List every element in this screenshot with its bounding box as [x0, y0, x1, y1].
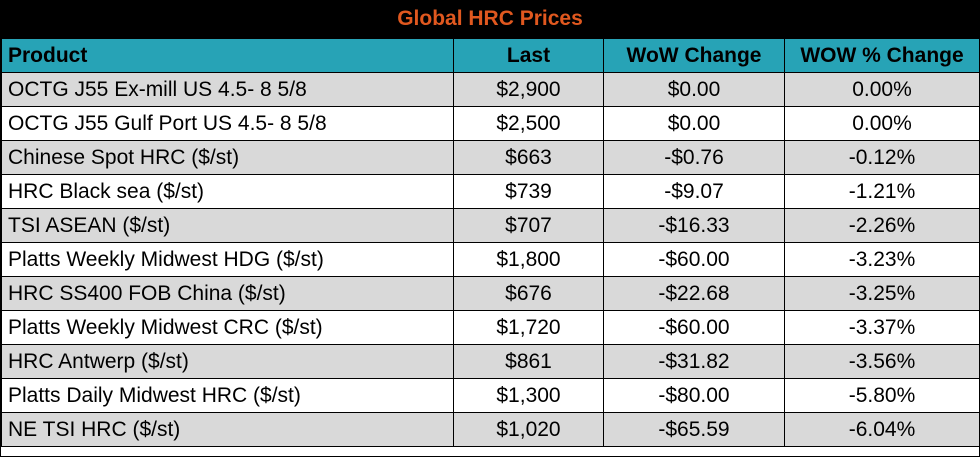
table-row[interactable]: OCTG J55 Ex-mill US 4.5- 8 5/8 $2,900 $0…: [1, 72, 980, 107]
cell-wow-change[interactable]: -$9.07: [603, 174, 785, 209]
cell-product[interactable]: HRC Black sea ($/st): [1, 174, 454, 209]
cell-wow-pct-change[interactable]: -2.26%: [784, 208, 980, 243]
cell-wow-change[interactable]: -$60.00: [603, 310, 785, 345]
cell-last[interactable]: $707: [453, 208, 604, 243]
cell-wow-pct-change[interactable]: -3.25%: [784, 276, 980, 311]
cell-product[interactable]: HRC SS400 FOB China ($/st): [1, 276, 454, 311]
cell-wow-change[interactable]: -$31.82: [603, 344, 785, 379]
cell-wow-pct-change[interactable]: -6.04%: [784, 412, 980, 447]
column-header-last[interactable]: Last: [453, 38, 604, 73]
cell-last[interactable]: $663: [453, 140, 604, 175]
cell-wow-change[interactable]: $0.00: [603, 72, 785, 107]
cell-last[interactable]: $861: [453, 344, 604, 379]
cell-wow-pct-change[interactable]: -3.56%: [784, 344, 980, 379]
hrc-prices-table: Product Last WoW Change WOW % Change OCT…: [1, 38, 980, 447]
column-header-product[interactable]: Product: [1, 38, 454, 73]
cell-wow-pct-change[interactable]: 0.00%: [784, 106, 980, 141]
cell-wow-change[interactable]: -$0.76: [603, 140, 785, 175]
column-header-wow-change[interactable]: WoW Change: [603, 38, 785, 73]
cell-wow-change[interactable]: -$80.00: [603, 378, 785, 413]
cell-wow-pct-change[interactable]: -0.12%: [784, 140, 980, 175]
cell-wow-pct-change[interactable]: -3.23%: [784, 242, 980, 277]
cell-wow-change[interactable]: $0.00: [603, 106, 785, 141]
cell-wow-change[interactable]: -$60.00: [603, 242, 785, 277]
cell-last[interactable]: $739: [453, 174, 604, 209]
cell-product[interactable]: OCTG J55 Ex-mill US 4.5- 8 5/8: [1, 72, 454, 107]
header-row: Product Last WoW Change WOW % Change: [1, 38, 980, 73]
cell-wow-pct-change[interactable]: -1.21%: [784, 174, 980, 209]
table-row[interactable]: Chinese Spot HRC ($/st) $663 -$0.76 -0.1…: [1, 140, 980, 175]
cell-wow-change[interactable]: -$16.33: [603, 208, 785, 243]
cell-wow-pct-change[interactable]: -3.37%: [784, 310, 980, 345]
table-row[interactable]: HRC SS400 FOB China ($/st) $676 -$22.68 …: [1, 276, 980, 311]
cell-product[interactable]: Chinese Spot HRC ($/st): [1, 140, 454, 175]
cell-product[interactable]: Platts Weekly Midwest CRC ($/st): [1, 310, 454, 345]
cell-product[interactable]: OCTG J55 Gulf Port US 4.5- 8 5/8: [1, 106, 454, 141]
cell-product[interactable]: TSI ASEAN ($/st): [1, 208, 454, 243]
cell-wow-pct-change[interactable]: 0.00%: [784, 72, 980, 107]
cell-last[interactable]: $1,720: [453, 310, 604, 345]
cell-last[interactable]: $1,300: [453, 378, 604, 413]
cell-last[interactable]: $1,020: [453, 412, 604, 447]
cell-last[interactable]: $2,500: [453, 106, 604, 141]
cell-product[interactable]: HRC Antwerp ($/st): [1, 344, 454, 379]
table-row[interactable]: Platts Weekly Midwest HDG ($/st) $1,800 …: [1, 242, 980, 277]
table-row[interactable]: Platts Daily Midwest HRC ($/st) $1,300 -…: [1, 378, 980, 413]
table-row[interactable]: HRC Antwerp ($/st) $861 -$31.82 -3.56%: [1, 344, 980, 379]
cell-product[interactable]: Platts Daily Midwest HRC ($/st): [1, 378, 454, 413]
cell-wow-pct-change[interactable]: -5.80%: [784, 378, 980, 413]
table-row[interactable]: Platts Weekly Midwest CRC ($/st) $1,720 …: [1, 310, 980, 345]
table-row[interactable]: NE TSI HRC ($/st) $1,020 -$65.59 -6.04%: [1, 412, 980, 447]
cell-product[interactable]: NE TSI HRC ($/st): [1, 412, 454, 447]
table-row[interactable]: TSI ASEAN ($/st) $707 -$16.33 -2.26%: [1, 208, 980, 243]
cell-product[interactable]: Platts Weekly Midwest HDG ($/st): [1, 242, 454, 277]
column-header-wow-pct-change[interactable]: WOW % Change: [784, 38, 980, 73]
table-title: Global HRC Prices: [1, 1, 979, 38]
table-row[interactable]: OCTG J55 Gulf Port US 4.5- 8 5/8 $2,500 …: [1, 106, 980, 141]
cell-last[interactable]: $1,800: [453, 242, 604, 277]
cell-wow-change[interactable]: -$65.59: [603, 412, 785, 447]
cell-wow-change[interactable]: -$22.68: [603, 276, 785, 311]
cell-last[interactable]: $2,900: [453, 72, 604, 107]
cell-last[interactable]: $676: [453, 276, 604, 311]
table-row[interactable]: HRC Black sea ($/st) $739 -$9.07 -1.21%: [1, 174, 980, 209]
